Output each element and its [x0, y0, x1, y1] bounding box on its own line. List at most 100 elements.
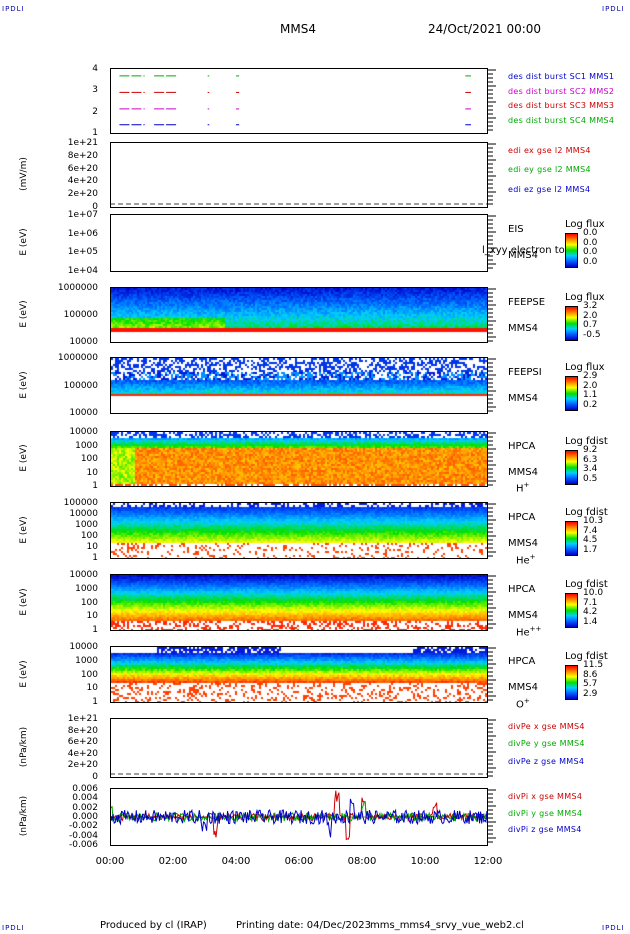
colorbar-title-eis: Log flux: [565, 219, 605, 230]
legend-divpe-0: divPe x gse MMS4: [508, 722, 585, 731]
colorbar-value-feepsi-1: 2.0: [583, 380, 598, 391]
ytick-divpi-3: 0.000: [72, 812, 98, 822]
xtick-label-2: 04:00: [221, 856, 251, 867]
colorbar-value-hpca_he-0: 10.3: [583, 516, 604, 526]
right-ticks-divpe: [488, 719, 496, 777]
side-label-hpca_hepp-1: MMS4: [508, 610, 538, 621]
xtick-label-6: 12:00: [473, 856, 503, 867]
ytick-edi-4: 2e+20: [67, 189, 98, 200]
colorbar-hpca_o: [565, 665, 578, 700]
footer-printing-date: Printing date: 04/Dec/2023: [236, 920, 372, 931]
ytick-divpi-0: 0.006: [72, 784, 98, 794]
species-charge-hpca_he: +: [529, 553, 536, 561]
ytick-hpca_h-2: 100: [80, 454, 98, 464]
colorbar-hpca_hepp: [565, 593, 578, 628]
side-label-feepse-0: FEEPSE: [508, 297, 546, 308]
ytick-eis-2: 1e+05: [67, 247, 98, 258]
right-ticks-divpi: [488, 789, 496, 843]
corner-label-bottom-left: IPDLI: [2, 924, 25, 932]
colorbar-title-hpca_hepp: Log fdist: [565, 579, 608, 590]
ytick-hpca_he-2: 1000: [75, 520, 98, 530]
side-label-hpca_he-1: MMS4: [508, 538, 538, 549]
colorbar-value-eis-3: 0.0: [583, 256, 598, 267]
legend-edi-1: edi ey gse l2 MMS4: [508, 165, 591, 175]
ylabel-hpca_h: E (eV): [19, 444, 29, 472]
colorbar-value-eis-2: 0.0: [583, 247, 598, 257]
right-ticks-burst: [488, 69, 496, 131]
plot-area-divpi: [111, 790, 487, 841]
legend-divpi-1: divPi y gse MMS4: [508, 808, 583, 818]
ytick-hpca_he-4: 10: [86, 542, 98, 552]
ytick-eis-0: 1e+07: [67, 210, 98, 220]
ytick-feepse-2: 10000: [69, 337, 98, 347]
colorbar-value-feepse-1: 2.0: [583, 310, 598, 321]
colorbar-value-hpca_hepp-3: 1.4: [583, 616, 598, 627]
spectrogram-feepse: [111, 288, 487, 342]
ytick-hpca_h-3: 10: [86, 467, 98, 478]
right-ticks-hpca_h: [488, 432, 496, 486]
ytick-edi-3: 4e+20: [67, 176, 98, 187]
ylabel-hpca_he: E (eV): [19, 515, 29, 544]
ylabel-eis: E (eV): [19, 228, 29, 256]
ytick-burst-3: 1: [92, 128, 98, 138]
spectrogram-hpca_h: [111, 432, 487, 486]
ytick-hpca_o-2: 100: [80, 669, 98, 680]
ytick-divpi-5: -0.004: [68, 830, 98, 841]
ytick-burst-2: 2: [92, 106, 98, 117]
ytick-divpe-4: 2e+20: [67, 760, 98, 771]
colorbar-value-feepsi-3: 0.2: [583, 399, 598, 410]
colorbar-value-feepse-3: -0.5: [583, 329, 601, 340]
colorbar-title-hpca_he: Log fdist: [565, 507, 608, 518]
right-ticks-hpca_hepp: [488, 575, 496, 629]
right-ticks-feepse: [488, 288, 496, 342]
colorbar-hpca_h: [565, 450, 578, 485]
right-ticks-feepsi: [488, 358, 496, 412]
ytick-hpca_he-0: 100000: [63, 498, 98, 508]
panel-feepsi: [110, 357, 488, 414]
side-label-feepsi-1: MMS4: [508, 393, 538, 404]
xtick-label-1: 02:00: [158, 856, 188, 867]
side-label-hpca_he-0: HPCA: [508, 512, 536, 523]
ytick-hpca_hepp-0: 10000: [69, 570, 98, 580]
ytick-hpca_he-5: 1: [92, 553, 98, 563]
side-label-hpca_hepp-0: HPCA: [508, 584, 536, 595]
species-label-hpca_o: O+: [516, 697, 530, 711]
colorbar-title-feepse: Log flux: [565, 292, 605, 303]
spectrogram-hpca_o: [111, 647, 487, 702]
ytick-divpe-5: 0: [92, 772, 98, 782]
ytick-hpca_he-1: 10000: [69, 509, 98, 519]
ytick-divpe-1: 8e+20: [67, 725, 98, 736]
colorbar-value-eis-0: 0.0: [583, 228, 598, 238]
ylabel-feepsi: E (eV): [19, 370, 29, 399]
colorbar-value-hpca_he-3: 1.7: [583, 544, 598, 555]
panel-edi: [110, 142, 488, 208]
colorbar-hpca_he: [565, 521, 578, 556]
ylabel-hpca_hepp: E (eV): [19, 587, 29, 616]
ytick-feepsi-0: 1000000: [57, 353, 98, 363]
colorbar-value-hpca_o-2: 5.7: [583, 679, 598, 689]
right-ticks-hpca_he: [488, 503, 496, 557]
ytick-divpi-1: 0.004: [72, 793, 98, 804]
colorbar-value-feepsi-0: 2.9: [583, 371, 598, 381]
ytick-hpca_hepp-1: 1000: [75, 583, 98, 594]
ytick-feepsi-1: 100000: [63, 380, 98, 391]
ytick-edi-2: 6e+20: [67, 163, 98, 174]
xtick-label-3: 06:00: [284, 856, 314, 867]
panel-hpca_he: [110, 502, 488, 559]
colorbar-value-hpca_h-2: 3.4: [583, 464, 598, 474]
ytick-hpca_o-0: 10000: [69, 642, 98, 652]
corner-label-top-right: IPDLI: [602, 5, 625, 13]
spectrogram-hpca_he: [111, 503, 487, 558]
ytick-divpi-2: 0.002: [72, 802, 98, 813]
ytick-burst-0: 4: [92, 64, 98, 74]
side-label-eis-0: EIS: [508, 224, 524, 235]
species-label-hpca_he: He+: [516, 553, 536, 567]
ytick-edi-1: 8e+20: [67, 150, 98, 161]
species-label-hpca_h: H+: [516, 481, 530, 495]
colorbar-feepsi: [565, 376, 578, 411]
legend-divpe-2: divPe z gse MMS4: [508, 756, 585, 766]
ylabel-divpe: (nPa/km): [19, 726, 29, 768]
ytick-divpe-2: 6e+20: [67, 737, 98, 748]
plot-area-edi: [111, 203, 487, 205]
ylabel-divpi: (nPa/km): [19, 795, 29, 837]
